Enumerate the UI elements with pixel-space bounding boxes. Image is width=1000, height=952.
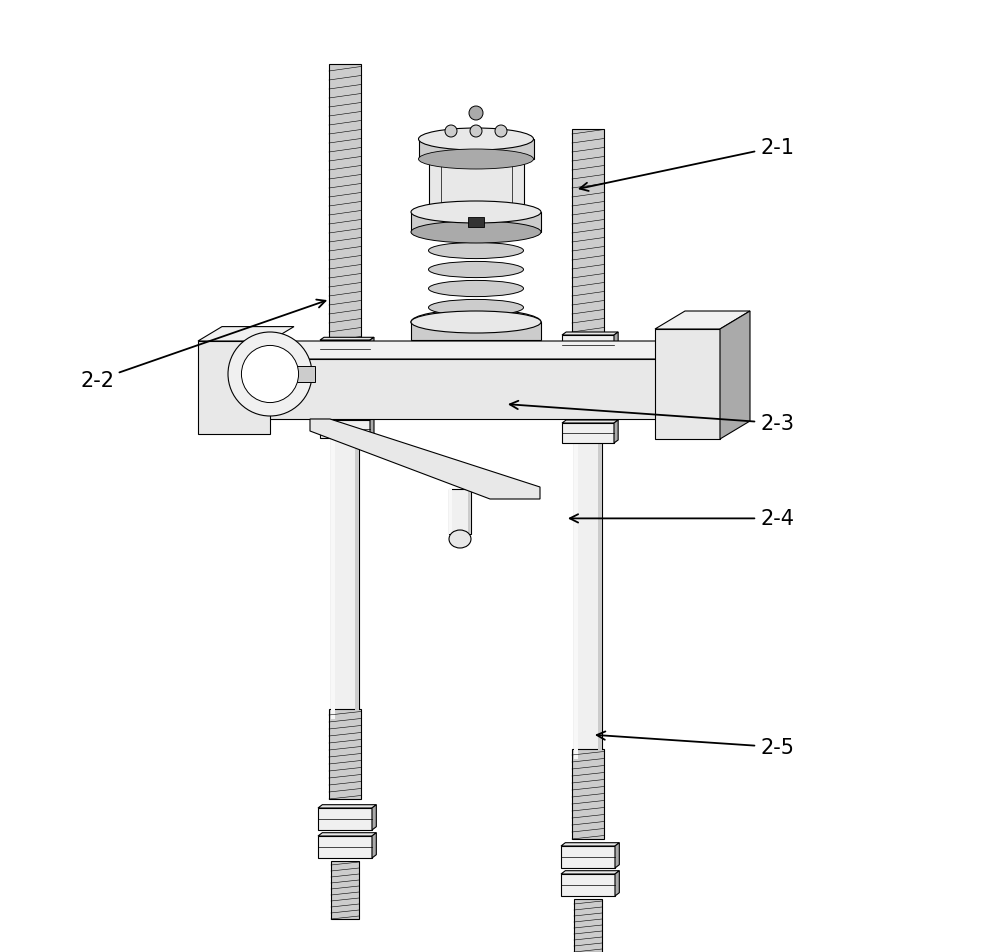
- Circle shape: [445, 126, 457, 138]
- Polygon shape: [198, 327, 294, 342]
- Ellipse shape: [429, 224, 524, 240]
- Ellipse shape: [411, 310, 541, 335]
- Ellipse shape: [429, 139, 524, 161]
- Ellipse shape: [429, 262, 524, 278]
- Bar: [655, 329, 720, 440]
- Ellipse shape: [411, 311, 541, 333]
- Bar: [329, 65, 361, 360]
- Bar: [598, 420, 602, 759]
- Polygon shape: [220, 342, 740, 360]
- Polygon shape: [318, 804, 376, 808]
- Bar: [562, 336, 614, 356]
- Bar: [449, 489, 452, 534]
- Text: 2-1: 2-1: [580, 138, 794, 191]
- Bar: [572, 129, 604, 360]
- Bar: [561, 874, 615, 896]
- Polygon shape: [615, 843, 619, 868]
- Polygon shape: [720, 311, 750, 440]
- Bar: [468, 489, 471, 534]
- Ellipse shape: [419, 129, 534, 150]
- Polygon shape: [614, 421, 618, 444]
- Bar: [468, 218, 484, 228]
- Text: 2-3: 2-3: [510, 402, 794, 433]
- Bar: [411, 323, 541, 341]
- Polygon shape: [320, 338, 374, 341]
- Bar: [574, 899, 602, 952]
- Bar: [320, 421, 370, 439]
- Bar: [295, 367, 315, 383]
- Bar: [320, 341, 370, 359]
- Bar: [318, 836, 372, 858]
- Bar: [198, 342, 270, 434]
- Polygon shape: [615, 871, 619, 896]
- Circle shape: [469, 107, 483, 121]
- Circle shape: [241, 347, 299, 403]
- Ellipse shape: [429, 300, 524, 316]
- Bar: [331, 420, 335, 720]
- Polygon shape: [320, 418, 374, 421]
- Polygon shape: [310, 420, 540, 500]
- Ellipse shape: [449, 530, 471, 548]
- Bar: [574, 420, 578, 759]
- Text: 2-4: 2-4: [570, 509, 794, 528]
- Polygon shape: [562, 332, 618, 336]
- Polygon shape: [372, 804, 376, 830]
- Text: 2-2: 2-2: [80, 300, 325, 390]
- Bar: [429, 149, 524, 210]
- Polygon shape: [561, 843, 619, 846]
- Text: 2-5: 2-5: [597, 732, 794, 757]
- Polygon shape: [655, 311, 750, 329]
- Polygon shape: [370, 338, 374, 359]
- Polygon shape: [614, 332, 618, 356]
- Polygon shape: [710, 342, 740, 420]
- Bar: [574, 420, 602, 759]
- Polygon shape: [562, 421, 618, 424]
- Bar: [419, 140, 534, 160]
- Ellipse shape: [429, 281, 524, 297]
- Bar: [572, 749, 604, 839]
- Ellipse shape: [429, 243, 524, 259]
- Bar: [449, 489, 471, 534]
- Bar: [331, 862, 359, 919]
- Bar: [220, 360, 710, 420]
- Ellipse shape: [411, 202, 541, 224]
- Circle shape: [495, 126, 507, 138]
- Ellipse shape: [411, 222, 541, 244]
- Bar: [329, 709, 361, 799]
- Ellipse shape: [419, 149, 534, 169]
- Polygon shape: [372, 833, 376, 858]
- Polygon shape: [561, 871, 619, 874]
- Bar: [318, 808, 372, 830]
- Bar: [331, 420, 359, 720]
- Polygon shape: [370, 418, 374, 439]
- Polygon shape: [318, 833, 376, 836]
- Bar: [562, 424, 614, 444]
- Bar: [561, 846, 615, 868]
- Circle shape: [228, 332, 312, 417]
- Bar: [355, 420, 359, 720]
- Circle shape: [470, 126, 482, 138]
- Bar: [411, 213, 541, 232]
